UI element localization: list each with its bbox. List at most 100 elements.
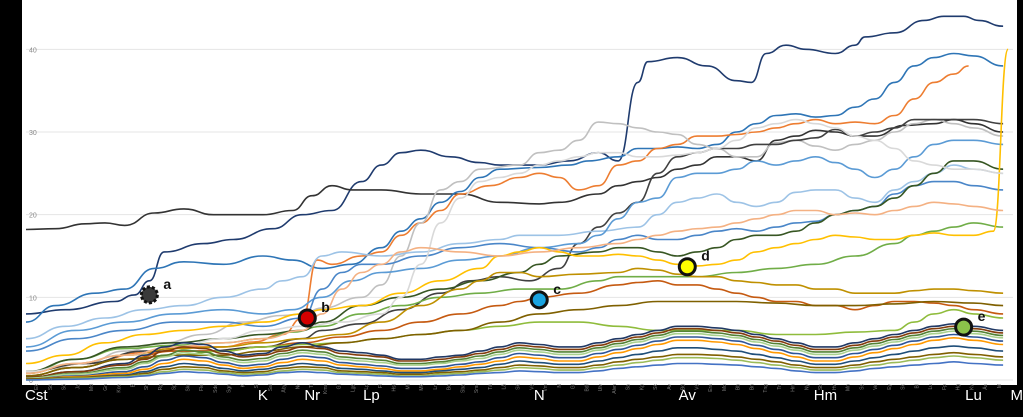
x-section-label: N <box>534 387 545 404</box>
x-tick-label: Md <box>89 384 95 391</box>
x-tick-label: Ja <box>75 384 81 390</box>
x-tick-label: Mk <box>419 384 425 391</box>
x-section-label: Cst <box>25 387 48 404</box>
x-tick-label: Fp <box>942 384 948 390</box>
x-tick-label: Sgn <box>227 384 233 393</box>
x-tick-label: Äs <box>982 383 989 389</box>
series-line-24 <box>25 337 1004 380</box>
marker-d <box>677 257 697 277</box>
x-tick-label: Bo <box>447 384 453 390</box>
x-tick-label: Bl <box>915 384 921 388</box>
y-tick-label: 0 <box>29 378 33 385</box>
series-line-16 <box>25 118 1004 373</box>
x-tick-label: Ss <box>859 383 865 389</box>
x-tick-label: Mo <box>722 384 728 391</box>
series-line-6 <box>25 118 1004 373</box>
x-tick-label: Ti <box>309 384 315 388</box>
x-section-label: Lu <box>965 387 982 404</box>
x-tick-label: B <box>130 383 136 387</box>
series-line-17 <box>25 201 1004 375</box>
x-tick-label: Bdf <box>584 383 590 391</box>
y-tick-label: 30 <box>29 130 37 137</box>
x-tick-label: Vs <box>529 384 535 390</box>
x-section-labels: Cst K Nr Lp N Av Hm Lu M <box>25 387 1023 404</box>
x-tick-label: Ulv <box>598 383 604 391</box>
annotations: a b c d e <box>139 248 986 337</box>
y-tick-label: 40 <box>29 47 37 54</box>
x-tick-label: Ny <box>804 384 810 391</box>
x-tick-label: Tng <box>763 384 769 393</box>
marker-e <box>954 317 974 337</box>
marker-label-b: b <box>321 299 330 315</box>
x-tick-label: Lgs <box>350 383 356 392</box>
x-tick-label: Bn <box>749 384 755 390</box>
marker-a <box>139 285 159 305</box>
series-line-5 <box>25 118 1004 377</box>
series-line-4 <box>25 65 969 377</box>
x-tick-label: Smr <box>474 384 480 394</box>
x-section-label: Nr <box>304 387 320 404</box>
x-tick-label: Kp <box>639 384 645 390</box>
x-tick-label: Sal <box>268 384 274 391</box>
x-tick-label: Sk <box>653 384 659 390</box>
x-tick-label: Fle <box>199 384 205 391</box>
series-line-18 <box>25 300 1004 377</box>
x-tick-label: N <box>557 384 563 388</box>
series-line-12 <box>25 48 1009 365</box>
series-line-26 <box>25 351 1004 380</box>
y-axis-ticks: 0 10 20 30 40 <box>29 47 37 385</box>
x-tick-label: Nr <box>295 384 301 390</box>
x-section-label: Lp <box>363 387 380 404</box>
x-tick-label: Alvn <box>612 384 618 394</box>
plot-area <box>22 0 1017 385</box>
x-tick-label: Mt <box>405 383 411 389</box>
x-tick-label: Hg <box>956 384 962 391</box>
x-tick-label: Ey <box>887 383 893 389</box>
x-tick-label: Ln <box>433 384 439 390</box>
x-tick-label: Mn <box>846 384 852 391</box>
x-section-label: Av <box>679 387 697 404</box>
series-line-11 <box>25 160 1004 373</box>
x-tick-label: Bd <box>681 384 687 390</box>
x-tick-label: Ek <box>34 384 40 390</box>
series-line-15 <box>25 308 1004 377</box>
x-section-label: Hm <box>814 387 837 404</box>
x-tick-label: Sde <box>213 384 219 393</box>
x-tick-label: Sö <box>62 384 68 390</box>
x-tick-label: Sh <box>144 384 150 390</box>
x-section-label: K <box>258 387 268 404</box>
x-tick-label: Sk <box>901 384 907 390</box>
x-tick-label: Skr <box>185 384 191 392</box>
x-section-label: M <box>1011 387 1023 404</box>
series-line-3 <box>25 52 1004 323</box>
series-line-25 <box>25 345 1004 380</box>
marker-label-e: e <box>978 308 986 324</box>
series-line-27 <box>25 355 1004 381</box>
series-line-21 <box>25 327 1004 380</box>
x-tick-label: Hst <box>392 383 398 391</box>
x-tick-label: Kv <box>970 384 976 390</box>
x-tick-label: Gt <box>337 383 343 389</box>
x-tick-label: Kce <box>117 384 123 393</box>
x-tick-label: Bb <box>736 384 742 390</box>
x-tick-label: Lå <box>501 384 508 390</box>
marker-b <box>297 308 317 328</box>
x-tick-label: Kms <box>323 384 329 395</box>
series-line-22 <box>25 330 1004 380</box>
x-tick-label: Hv <box>832 383 838 390</box>
x-tick-label: Sö <box>48 384 54 390</box>
series-line-7 <box>25 164 1004 340</box>
series-line-8 <box>25 139 1004 348</box>
y-tick-label: 10 <box>29 295 37 302</box>
y-tick-label: 20 <box>29 213 37 220</box>
x-tick-label: Vs <box>694 383 700 389</box>
x-tick-label: Sk <box>516 384 522 390</box>
x-tick-label: M <box>997 384 1003 388</box>
gridlines <box>26 48 1013 381</box>
x-tick-label: Sp <box>172 384 178 390</box>
x-tick-label: Sb <box>818 384 824 390</box>
x-tick-label: Hm <box>791 384 797 392</box>
marker-c <box>529 290 549 310</box>
